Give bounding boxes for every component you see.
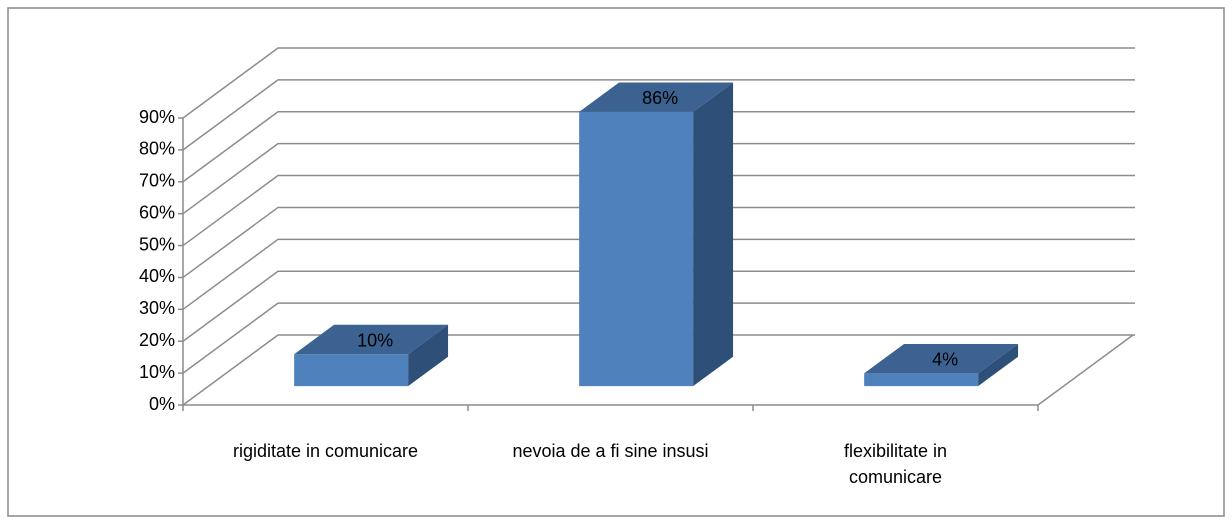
bar-front	[579, 111, 694, 387]
bar-front	[294, 354, 409, 387]
bar-top	[579, 82, 734, 112]
data-label: 10%	[357, 330, 393, 350]
grid-line	[182, 206, 1135, 279]
bar-front	[864, 373, 979, 387]
grid-line	[182, 270, 1135, 342]
bar-top	[864, 343, 1019, 374]
x-tick-label: flexibilitate in comunicare	[843, 441, 948, 487]
bar-side	[978, 343, 1019, 387]
data-label: 4%	[932, 349, 958, 369]
grid-line	[182, 238, 1135, 310]
grid-line	[182, 334, 1135, 406]
grid-line	[182, 111, 1135, 183]
bar-side	[693, 82, 734, 387]
y-tick-label: 60%	[139, 202, 175, 222]
y-tick-label: 90%	[139, 107, 175, 127]
x-tick-label: nevoia de a fi sine insusi	[512, 441, 709, 461]
grid-line	[182, 174, 1135, 247]
grid-line	[182, 79, 1135, 151]
x-tick-label: rigiditate in comunicare	[232, 441, 419, 461]
grid-line	[182, 142, 1135, 215]
grid-line	[182, 47, 1135, 119]
floor-edge	[1037, 334, 1134, 406]
y-tick-label: 30%	[139, 298, 175, 318]
bar	[579, 82, 734, 387]
y-tick-label: 70%	[139, 171, 175, 191]
y-tick-label: 50%	[139, 234, 175, 254]
bar-side	[408, 324, 449, 387]
data-label: 86%	[642, 88, 678, 108]
bar	[864, 343, 1019, 387]
y-tick-label: 10%	[139, 362, 175, 382]
y-tick-label: 80%	[139, 139, 175, 159]
bar-top	[294, 324, 449, 355]
y-tick-label: 20%	[139, 330, 175, 350]
y-tick-label: 0%	[149, 394, 175, 414]
grid-line	[182, 302, 1135, 374]
y-tick-label: 40%	[139, 266, 175, 286]
bar	[294, 324, 449, 387]
